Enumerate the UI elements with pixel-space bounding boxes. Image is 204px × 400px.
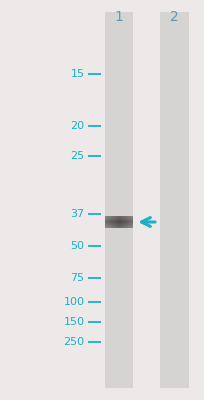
- Bar: [112, 216, 113, 228]
- Bar: [115, 216, 116, 228]
- Bar: [125, 216, 126, 228]
- Bar: [104, 218, 133, 219]
- Bar: [117, 216, 118, 228]
- Bar: [104, 216, 105, 228]
- Bar: [113, 216, 114, 228]
- Bar: [132, 216, 133, 228]
- Bar: [104, 225, 133, 226]
- Bar: [126, 216, 127, 228]
- Text: 15: 15: [70, 69, 84, 79]
- Bar: [110, 216, 111, 228]
- Text: 250: 250: [63, 337, 84, 347]
- Bar: [104, 217, 133, 218]
- Bar: [104, 216, 133, 217]
- Bar: [116, 216, 117, 228]
- Bar: [105, 216, 106, 228]
- Bar: [118, 216, 119, 228]
- Bar: [107, 216, 108, 228]
- Text: 37: 37: [70, 209, 84, 219]
- Bar: [120, 216, 121, 228]
- Bar: [114, 216, 115, 228]
- Bar: [129, 216, 130, 228]
- Text: 100: 100: [63, 297, 84, 307]
- Text: 150: 150: [63, 317, 84, 327]
- Text: 25: 25: [70, 151, 84, 161]
- Text: 1: 1: [114, 10, 123, 24]
- Bar: [131, 216, 132, 228]
- Bar: [159, 12, 188, 388]
- Bar: [127, 216, 128, 228]
- Bar: [104, 223, 133, 224]
- Text: 20: 20: [70, 121, 84, 131]
- Bar: [104, 226, 133, 227]
- Bar: [104, 219, 133, 220]
- Bar: [104, 224, 133, 225]
- Bar: [123, 216, 124, 228]
- Bar: [104, 227, 133, 228]
- Bar: [111, 216, 112, 228]
- Bar: [122, 216, 123, 228]
- Bar: [104, 221, 133, 222]
- Bar: [128, 216, 129, 228]
- Text: 2: 2: [169, 10, 178, 24]
- Bar: [106, 216, 107, 228]
- Bar: [108, 216, 109, 228]
- Bar: [124, 216, 125, 228]
- Bar: [119, 216, 120, 228]
- Text: 50: 50: [70, 241, 84, 251]
- Bar: [104, 12, 133, 388]
- Text: 75: 75: [70, 273, 84, 283]
- Bar: [104, 222, 133, 223]
- Bar: [121, 216, 122, 228]
- Bar: [104, 220, 133, 221]
- Bar: [109, 216, 110, 228]
- Bar: [130, 216, 131, 228]
